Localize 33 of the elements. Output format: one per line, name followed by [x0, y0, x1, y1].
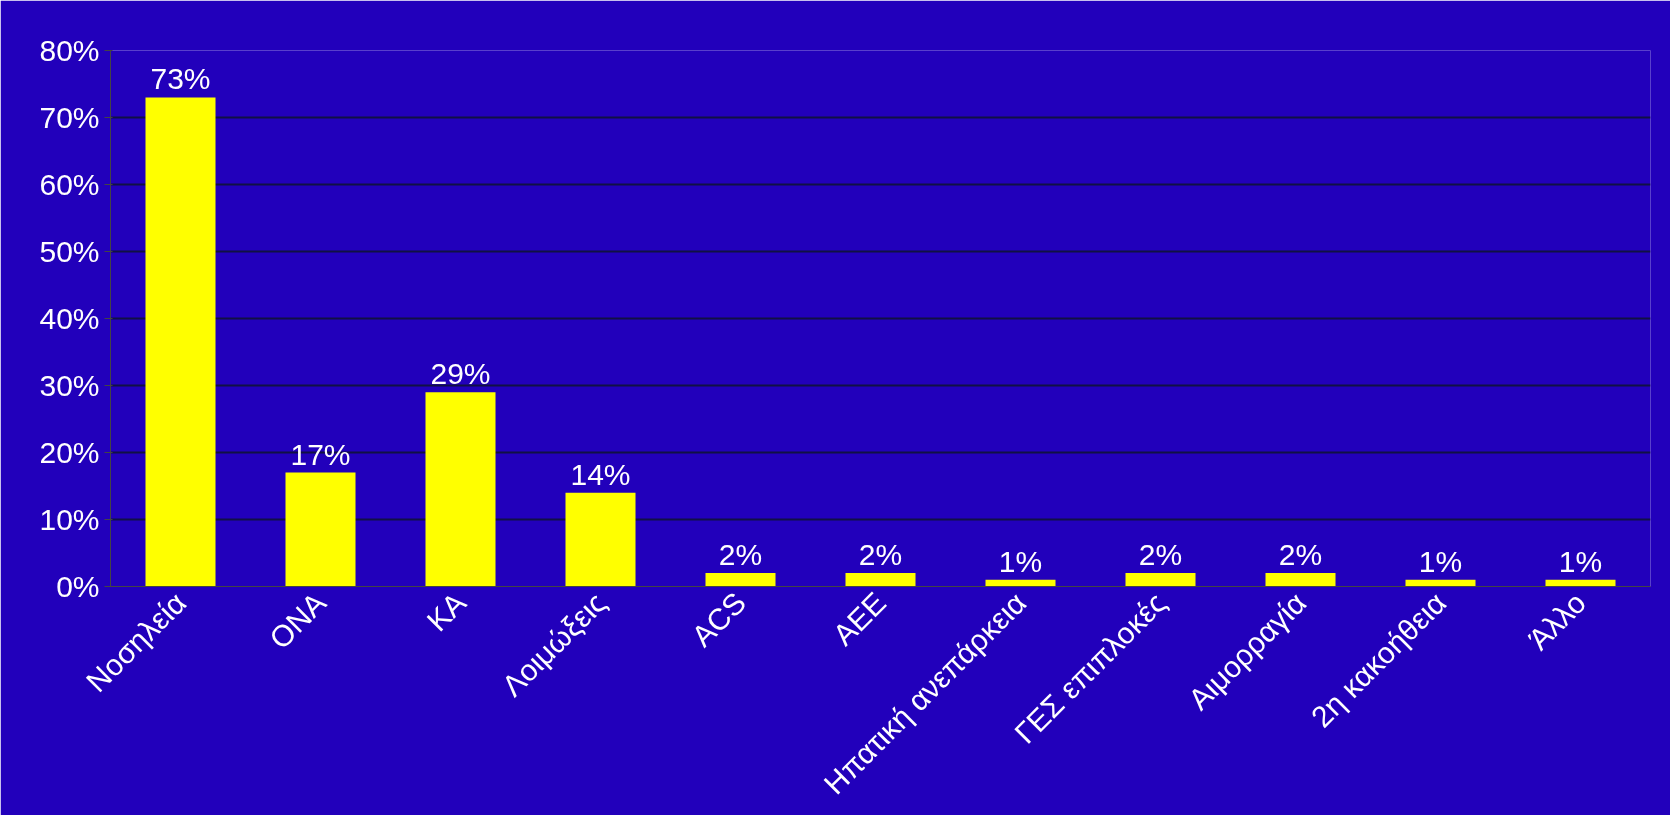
bar — [1265, 573, 1336, 587]
y-tick-label: 70% — [39, 101, 100, 134]
y-tick-label: 20% — [39, 436, 100, 469]
data-label: 17% — [290, 437, 351, 471]
bar — [145, 97, 216, 587]
data-label: 1% — [998, 544, 1043, 578]
x-tick-label: ΚΑ — [420, 585, 473, 638]
y-tick-label: 40% — [39, 302, 100, 335]
bar — [285, 472, 356, 587]
data-label: 2% — [1278, 538, 1323, 572]
data-label: 1% — [1418, 544, 1463, 578]
bar — [845, 573, 916, 587]
y-tick-label: 10% — [39, 503, 100, 536]
y-tick-label: 0% — [56, 570, 100, 603]
y-tick-label: 30% — [39, 369, 100, 402]
y-tick-label: 80% — [39, 34, 100, 67]
data-label: 1% — [1558, 544, 1603, 578]
y-tick-label: 60% — [39, 168, 100, 201]
bar — [425, 392, 496, 587]
x-tick-label: ΟΝΑ — [262, 585, 333, 656]
y-tick-label: 50% — [39, 235, 100, 268]
bar — [565, 492, 636, 587]
bar — [1545, 579, 1616, 587]
data-label: 2% — [718, 538, 763, 572]
data-label: 14% — [570, 457, 631, 491]
data-label: 73% — [150, 62, 211, 96]
bar — [1405, 579, 1476, 587]
bar — [705, 573, 776, 587]
bar — [985, 579, 1056, 587]
bar — [1125, 573, 1196, 587]
data-label: 2% — [1138, 538, 1183, 572]
data-label: 2% — [858, 538, 903, 572]
data-label: 29% — [430, 357, 491, 391]
